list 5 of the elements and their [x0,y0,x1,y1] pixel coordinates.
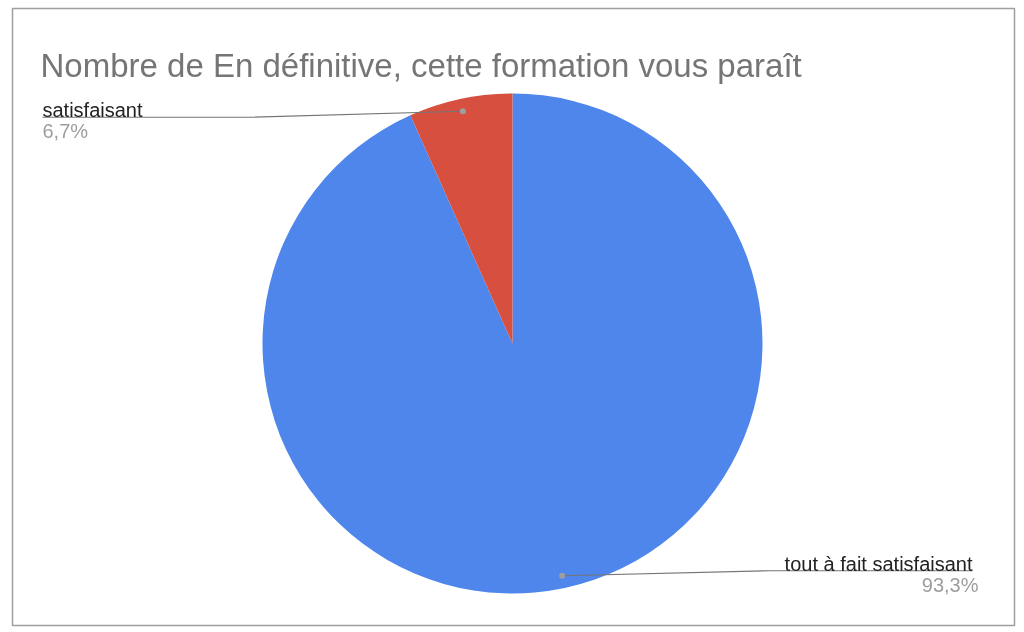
slice-label: tout à fait satisfaisant [784,552,973,575]
chart-title: Nombre de En définitive, cette formation vous paraît [40,47,802,84]
data-label: 6,7% [42,120,89,143]
slice-label: satisfaisant [42,99,143,122]
data-label: 93,3% [921,573,979,596]
